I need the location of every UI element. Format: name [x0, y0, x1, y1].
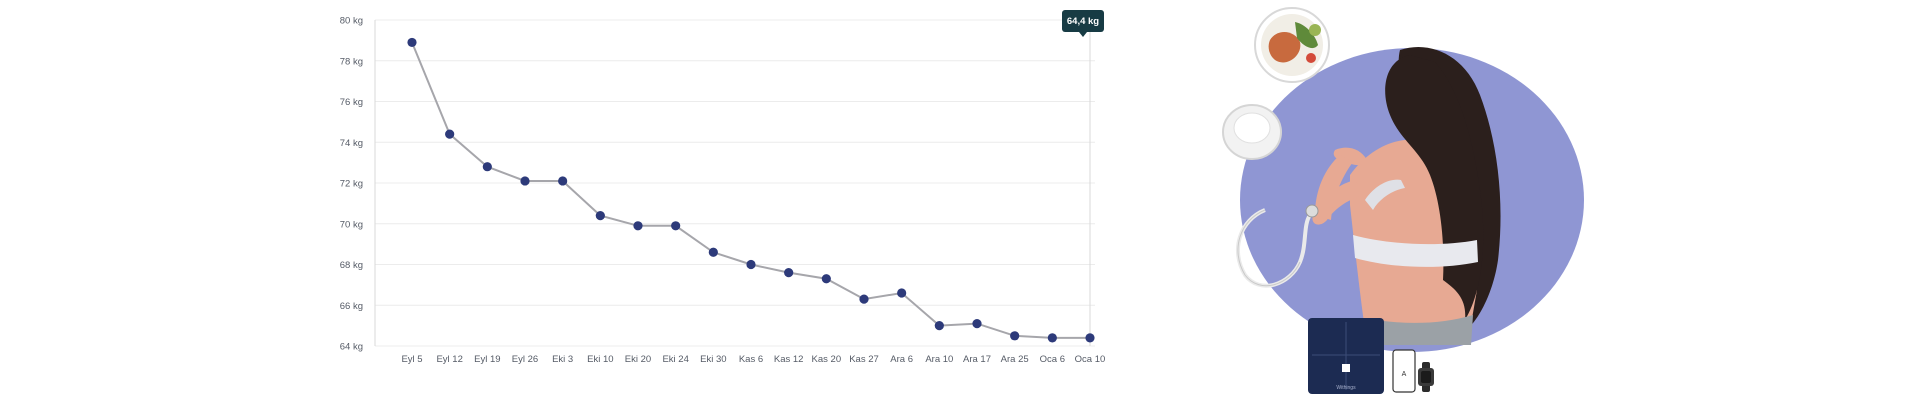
data-point: [897, 288, 907, 298]
scale-brand-label: Withings: [1336, 385, 1356, 391]
y-tick-label: 80 kg: [340, 16, 363, 27]
phone-letter: A: [1402, 371, 1407, 378]
data-point: [746, 259, 756, 270]
x-tick-label: Kas 27: [849, 354, 879, 365]
x-tick-label: Ara 17: [963, 354, 991, 365]
x-tick-label: Eyl 12: [436, 354, 462, 365]
y-tick-label: 68 kg: [340, 260, 363, 271]
weight-chart-svg: 64 kg 66 kg 68 kg 70 kg 72 kg 74 kg 76 kg 78 kg…: [340, 16, 1106, 366]
x-tick-label: Ara 10: [925, 354, 953, 365]
x-tick-label: Oca 6: [1040, 354, 1065, 365]
data-point: [1010, 331, 1020, 341]
y-tick-label: 78 kg: [340, 56, 363, 67]
x-tick-label: Ara 25: [1001, 354, 1029, 365]
data-point: [445, 129, 455, 139]
x-tick-label: Kas 20: [812, 354, 842, 365]
x-tick-label: Oca 10: [1075, 354, 1106, 365]
bra-strap: [1365, 179, 1405, 210]
data-point: [1085, 333, 1095, 343]
x-tick-label: Ara 6: [890, 354, 913, 365]
salmon: [1268, 31, 1301, 63]
series-line: [411, 42, 1090, 339]
data-point: [784, 268, 794, 278]
latest-value-callout: 64,4 kg: [1062, 10, 1104, 37]
stethoscope-head: [1305, 204, 1319, 218]
x-tick-label: Kas 6: [739, 354, 763, 365]
y-tick-label: 64 kg: [340, 342, 363, 353]
weight-chart: 64 kg 66 kg 68 kg 70 kg 72 kg 74 kg 76 kg 78 kg…: [340, 10, 1106, 366]
y-tick-label: 72 kg: [340, 179, 363, 190]
leggings: [1365, 315, 1473, 345]
x-tick-label: Eki 10: [587, 354, 613, 365]
tomato: [1306, 53, 1316, 63]
data-point: [972, 318, 982, 329]
data-point: [482, 162, 492, 172]
data-point: [1047, 333, 1057, 343]
data-point: [934, 321, 944, 331]
y-tick-label: 74 kg: [340, 138, 363, 149]
x-tick-label: Eki 30: [700, 354, 726, 365]
x-tick-label: Eyl 5: [401, 354, 422, 365]
x-tick-label: Eki 20: [625, 354, 651, 365]
greens: [1295, 22, 1318, 49]
x-tick-label: Eki 24: [662, 354, 688, 365]
data-point: [558, 176, 568, 186]
x-tick-label: Kas 12: [774, 354, 804, 365]
x-tick-label: Eyl 19: [474, 354, 500, 365]
bowl-inner: [1233, 112, 1271, 144]
data-point: [633, 221, 643, 231]
hero-illustration: Withings A: [1215, 0, 1615, 400]
y-tick-label: 70 kg: [340, 219, 363, 230]
data-point: [859, 294, 869, 304]
smartphone: [1392, 349, 1416, 393]
x-tick-label: Eki 3: [552, 354, 573, 365]
smartwatch-screen: [1421, 371, 1431, 383]
data-point: [407, 37, 417, 48]
data-point: [821, 274, 831, 284]
y-tick-label: 66 kg: [340, 301, 363, 312]
data-point: [520, 176, 530, 186]
avocado: [1309, 24, 1321, 36]
bra-band: [1353, 235, 1478, 267]
data-point: [671, 221, 681, 231]
woman-forearm: [1315, 155, 1353, 220]
y-tick-label: 76 kg: [340, 97, 363, 108]
stethoscope-shadow: [1237, 209, 1301, 287]
x-tick-label: Eyl 26: [512, 354, 538, 365]
data-point: [708, 247, 718, 257]
scale-display: [1342, 364, 1350, 372]
data-point: [595, 211, 605, 221]
